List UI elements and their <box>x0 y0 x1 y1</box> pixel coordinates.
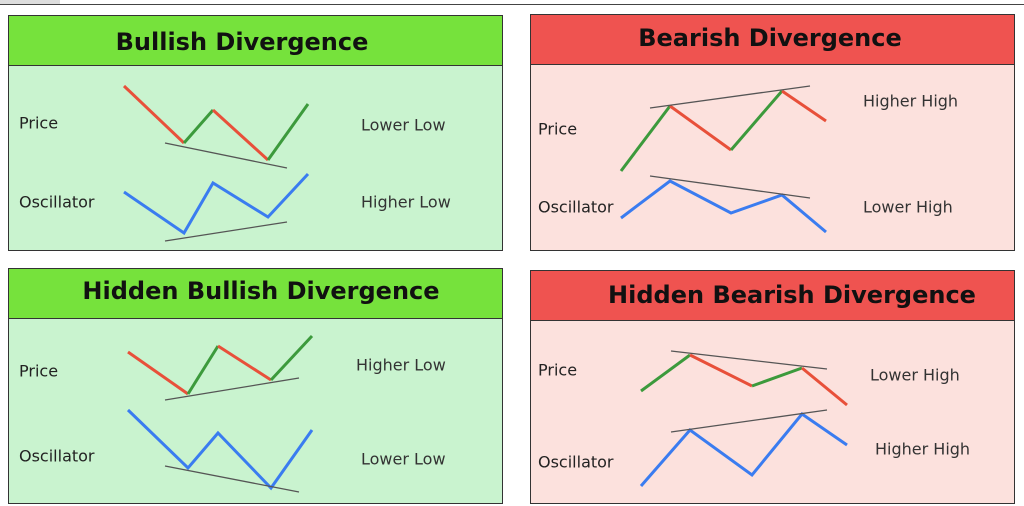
panel-title: Bullish Divergence <box>116 28 369 56</box>
price-line <box>640 350 848 407</box>
row-note: Lower Low <box>361 450 446 469</box>
oscillator-line <box>126 408 314 493</box>
row-note: Higher Low <box>356 356 446 375</box>
panel-body <box>8 65 503 251</box>
oscillator-line <box>123 172 310 242</box>
top-tab <box>0 0 60 4</box>
row-label: Oscillator <box>19 193 95 212</box>
panel-body <box>530 64 1015 251</box>
row-label: Price <box>19 114 58 133</box>
row-note: Lower High <box>863 198 953 217</box>
row-label: Price <box>538 120 577 139</box>
row-note: Lower Low <box>361 116 446 135</box>
row-note: Higher High <box>875 440 970 459</box>
row-label: Oscillator <box>538 198 614 217</box>
panel-header <box>530 14 1015 65</box>
panel-header <box>530 270 1015 321</box>
panel-body <box>8 318 503 504</box>
row-note: Lower High <box>870 366 960 385</box>
panel-body <box>530 320 1015 504</box>
row-label: Oscillator <box>19 447 95 466</box>
row-label: Price <box>538 361 577 380</box>
price-line <box>619 85 827 172</box>
panel-title: Bearish Divergence <box>638 24 902 52</box>
row-note: Higher High <box>863 92 958 111</box>
price-line <box>122 84 310 169</box>
oscillator-line <box>639 409 848 487</box>
row-note: Higher Low <box>361 193 451 212</box>
row-label: Price <box>19 362 58 381</box>
oscillator-line <box>620 175 827 234</box>
panel-header <box>8 268 503 319</box>
panel-title: Hidden Bearish Divergence <box>608 281 976 309</box>
price-line <box>127 334 314 401</box>
row-label: Oscillator <box>538 453 614 472</box>
panel-title: Hidden Bullish Divergence <box>82 277 439 305</box>
